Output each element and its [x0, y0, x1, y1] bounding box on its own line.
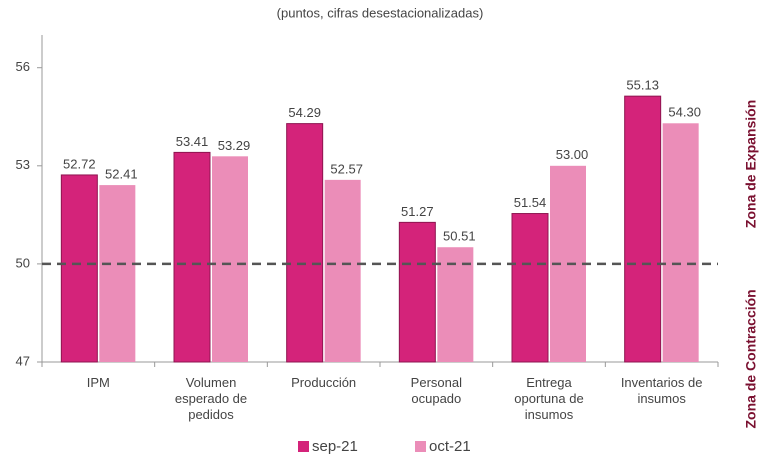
bar	[624, 95, 662, 363]
bar	[437, 247, 474, 362]
value-label: 50.51	[443, 229, 476, 244]
bar	[398, 221, 436, 363]
x-tick-label: Inventarios de insumos	[620, 375, 703, 406]
x-tick-label: IPM	[86, 375, 110, 390]
value-label: 55.13	[626, 78, 659, 93]
bar	[60, 174, 98, 363]
bar	[324, 179, 361, 362]
legend-label: oct-21	[429, 438, 471, 455]
bar	[286, 123, 324, 363]
value-label: 54.29	[288, 105, 321, 120]
legend-label: sep-21	[312, 438, 358, 455]
bar	[212, 156, 248, 362]
value-label: 52.57	[330, 161, 363, 176]
value-label: 51.27	[401, 204, 434, 219]
value-label: 53.29	[218, 138, 251, 153]
y-tick-label: 47	[16, 353, 30, 368]
y-tick-label: 53	[16, 157, 30, 172]
y-tick-label: 50	[16, 255, 30, 270]
value-label: 51.54	[514, 195, 547, 210]
value-label: 53.41	[176, 134, 209, 149]
x-tick-label: Personal ocupado	[410, 375, 462, 406]
bar	[662, 123, 699, 362]
bar	[173, 151, 211, 363]
x-tick-label: Volumen esperado de pedidos	[174, 375, 248, 422]
chart-subtitle: (puntos, cifras desestacionalizadas)	[277, 5, 484, 20]
x-tick-label: Producción	[291, 375, 357, 390]
x-tick-label: Entrega oportuna de insumos	[514, 375, 584, 422]
bar	[511, 213, 549, 363]
value-label: 54.30	[668, 105, 701, 120]
legend-swatch	[298, 441, 309, 452]
zone-label: Zona de Expansión	[743, 100, 759, 228]
value-label: 52.41	[105, 167, 138, 182]
value-label: 53.00	[556, 147, 589, 162]
bar	[99, 185, 136, 362]
y-tick-label: 56	[16, 59, 30, 74]
value-label: 52.72	[63, 156, 96, 171]
zone-label: Zona de Contracción	[743, 289, 759, 428]
legend-swatch	[415, 441, 426, 452]
